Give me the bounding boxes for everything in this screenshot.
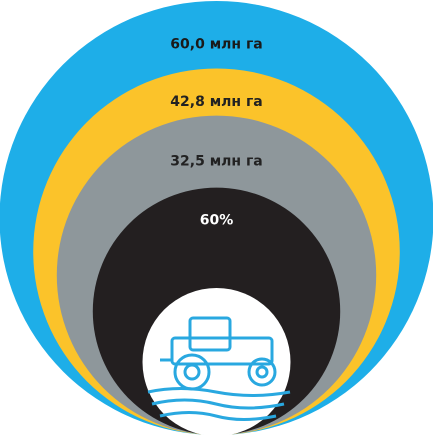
value-label: 32,5 млн га	[170, 154, 262, 170]
inner-label: 60%	[200, 213, 234, 229]
labels: 60,0 млн га 42,8 млн га 32,5 млн га 60%	[170, 37, 262, 229]
value-label: 60,0 млн га	[170, 37, 262, 53]
value-label: 42,8 млн га	[170, 94, 262, 110]
tractor-icon	[142, 288, 291, 435]
